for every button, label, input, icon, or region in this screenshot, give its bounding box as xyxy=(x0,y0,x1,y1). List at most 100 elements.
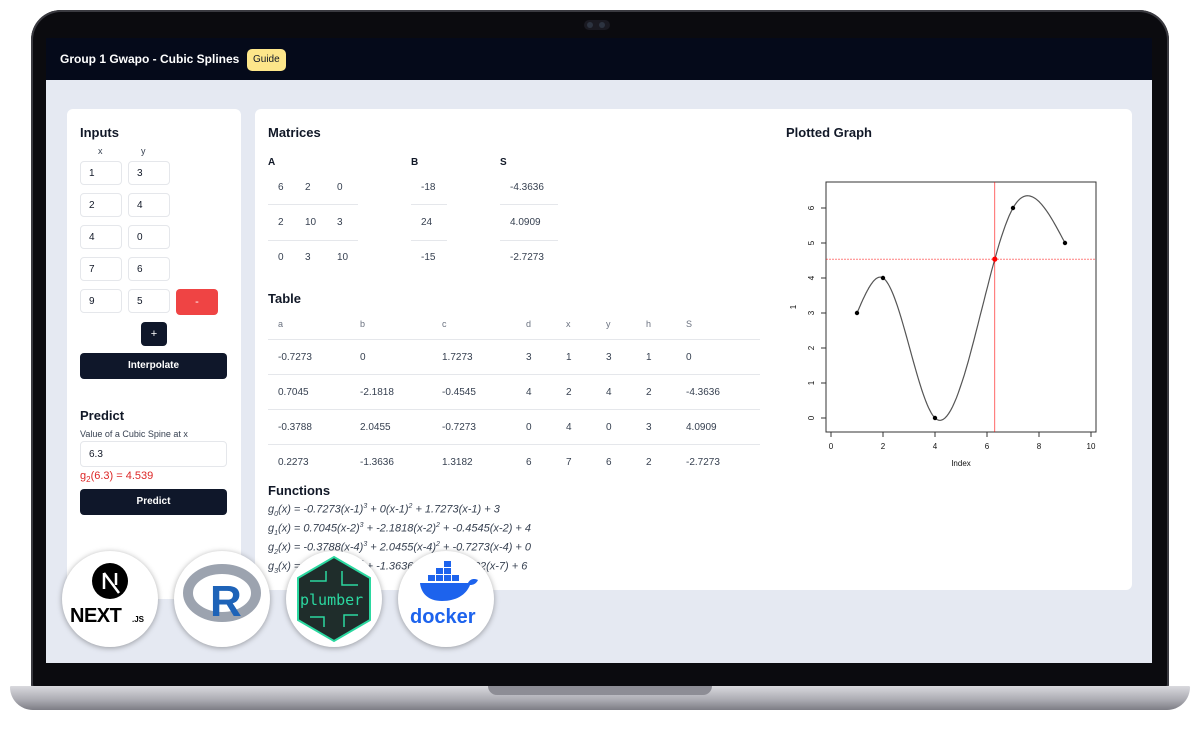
x-axis-label: Index xyxy=(951,459,971,467)
x-tick-label: 6 xyxy=(985,442,990,451)
r-ring-icon xyxy=(183,564,261,622)
data-point xyxy=(854,310,860,316)
plumber-logo: plumber xyxy=(286,551,382,647)
matrix-a-cell: 3 xyxy=(337,217,343,228)
table-header-7: S xyxy=(686,319,693,329)
predict-field-label: Value of a Cubic Spine at x xyxy=(80,429,188,439)
inputs-title: Inputs xyxy=(80,125,119,140)
nextjs-logo: NEXT .JS xyxy=(62,551,158,647)
matrix-divider xyxy=(268,204,358,205)
y-tick-label: 4 xyxy=(807,275,816,280)
plumber-hex-icon xyxy=(297,555,371,643)
table-cell: -0.3788 xyxy=(278,422,312,433)
data-point xyxy=(932,415,938,421)
matrix-s-cell: -4.3636 xyxy=(510,182,544,193)
y-tick-label: 2 xyxy=(807,345,816,350)
y-input[interactable]: 0 xyxy=(128,225,170,249)
matrix-a-cell: 2 xyxy=(305,182,311,193)
y-tick-label: 1 xyxy=(807,380,816,385)
data-point xyxy=(880,275,886,281)
table-cell: -0.4545 xyxy=(442,387,476,398)
table-cell: 0 xyxy=(606,422,612,433)
table-cell: 1 xyxy=(566,352,572,363)
matrix-divider xyxy=(411,204,447,205)
x-input[interactable]: 4 xyxy=(80,225,122,249)
y-axis-label: 1 xyxy=(789,304,798,309)
table-cell: 1 xyxy=(646,352,652,363)
x-tick-label: 4 xyxy=(933,442,938,451)
table-cell: 6 xyxy=(606,457,612,468)
y-input[interactable]: 6 xyxy=(128,257,170,281)
matrix-a-cell: 10 xyxy=(337,252,349,263)
table-header-0: a xyxy=(278,319,284,329)
matrix-b-cell: -18 xyxy=(421,182,436,193)
prediction-point xyxy=(992,256,998,262)
table-cell: -1.3636 xyxy=(360,457,394,468)
interpolate-button[interactable]: Interpolate xyxy=(80,353,227,379)
spline-plot: 0 2 4 6 8 10 0 1 2 3 4 5 6 Index 1 xyxy=(789,181,1097,467)
functions-title: Functions xyxy=(268,483,331,498)
table-cell: -2.7273 xyxy=(686,457,720,468)
matrix-a-cell: 10 xyxy=(305,217,317,228)
table-header-6: h xyxy=(646,319,652,329)
nextjs-suffix: .JS xyxy=(132,615,145,624)
y-input[interactable]: 3 xyxy=(128,161,170,185)
x-tick-label: 0 xyxy=(829,442,834,451)
table-cell: 0 xyxy=(360,352,366,363)
table-cell: 3 xyxy=(526,352,532,363)
matrix-a-cell: 0 xyxy=(278,252,284,263)
table-cell: -0.7273 xyxy=(442,422,476,433)
results-card: Matrices A B S 6 2 0 2 10 3 0 3 10 -18 2… xyxy=(255,109,1132,590)
y-input[interactable]: 5 xyxy=(128,289,170,313)
spline-function: g2(x) = -0.3788(x-4)3 + 2.0455(x-4)2 + -… xyxy=(268,541,532,556)
table-cell: 2 xyxy=(566,387,572,398)
predict-result: g2(6.3) = 4.539 xyxy=(80,470,154,485)
inputs-card: Inputs x y 1 3 2 4 4 0 7 6 9 5 - + Inter… xyxy=(67,109,241,599)
table-cell: 6 xyxy=(526,457,532,468)
matrix-divider xyxy=(500,204,558,205)
x-tick-label: 8 xyxy=(1037,442,1042,451)
table-header-4: x xyxy=(566,319,571,329)
table-cell: 4 xyxy=(526,387,532,398)
matrix-divider xyxy=(500,240,558,241)
laptop-notch xyxy=(488,686,712,695)
add-row-button[interactable]: + xyxy=(141,322,167,346)
data-point xyxy=(1010,205,1016,211)
plumber-wordmark: plumber xyxy=(300,591,364,609)
y-input[interactable]: 4 xyxy=(128,193,170,217)
x-input[interactable]: 9 xyxy=(80,289,122,313)
table-row-divider xyxy=(268,339,760,340)
table-header-5: y xyxy=(606,319,611,329)
table-cell: 3 xyxy=(606,352,612,363)
spline-function: g0(x) = -0.7273(x-1)3 + 0(x-1)2 + 1.7273… xyxy=(268,503,500,518)
x-column-label: x xyxy=(98,146,103,156)
predict-button[interactable]: Predict xyxy=(80,489,227,515)
table-cell: 0.7045 xyxy=(278,387,309,398)
docker-wordmark: docker xyxy=(410,606,476,628)
matrix-s-label: S xyxy=(500,157,507,168)
nextjs-wordmark: NEXT xyxy=(70,605,122,627)
table-cell: 3 xyxy=(646,422,652,433)
navbar: Group 1 Gwapo - Cubic Splines Guide xyxy=(46,38,1152,80)
table-cell: 1.7273 xyxy=(442,352,473,363)
table-cell: 7 xyxy=(566,457,572,468)
guide-button[interactable]: Guide xyxy=(247,49,286,71)
x-input[interactable]: 7 xyxy=(80,257,122,281)
predict-x-input[interactable]: 6.3 xyxy=(80,441,227,467)
table-cell: 1.3182 xyxy=(442,457,473,468)
r-letter: R xyxy=(210,577,242,626)
remove-row-button[interactable]: - xyxy=(176,289,218,315)
matrix-divider xyxy=(411,240,447,241)
table-cell: 4 xyxy=(606,387,612,398)
matrix-a-cell: 3 xyxy=(305,252,311,263)
table-cell: -2.1818 xyxy=(360,387,394,398)
y-column-label: y xyxy=(141,146,146,156)
y-tick-label: 5 xyxy=(807,240,816,245)
matrix-divider xyxy=(268,240,358,241)
matrix-a-cell: 2 xyxy=(278,217,284,228)
matrix-a-label: A xyxy=(268,157,276,168)
y-tick-label: 0 xyxy=(807,415,816,420)
x-input[interactable]: 2 xyxy=(80,193,122,217)
spline-curve xyxy=(856,195,1066,421)
x-input[interactable]: 1 xyxy=(80,161,122,185)
